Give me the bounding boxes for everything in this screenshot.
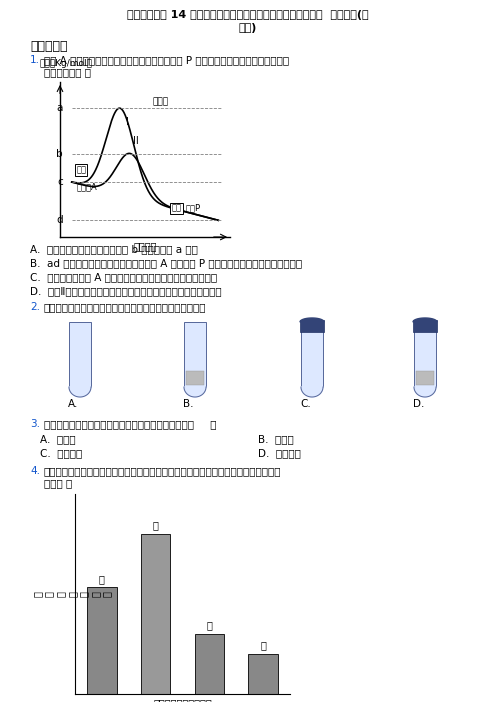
- Polygon shape: [301, 387, 323, 397]
- Bar: [300, 320, 324, 332]
- Text: D.: D.: [413, 399, 425, 409]
- Text: 纸层析法可分离光合色素，以下分离装置示意图中正确的是: 纸层析法可分离光合色素，以下分离装置示意图中正确的是: [44, 302, 206, 312]
- Text: d: d: [57, 216, 63, 225]
- Bar: [413, 320, 437, 332]
- Text: A.: A.: [68, 399, 78, 409]
- Bar: [301, 322, 323, 387]
- Text: 下图表示新鲜菠菜叶中四种色素的相对含量及在滤纸条上的分离情况，下列说法不正确: 下图表示新鲜菠菜叶中四种色素的相对含量及在滤纸条上的分离情况，下列说法不正确: [44, 466, 282, 476]
- Text: B.: B.: [183, 399, 193, 409]
- Text: C.: C.: [300, 399, 311, 409]
- Bar: [87, 588, 117, 694]
- Text: 物质 A 在无催化条件和有酶催化条件下生成物质 P 所需的能量变化如图，下列相关叙: 物质 A 在无催化条件和有酶催化条件下生成物质 P 所需的能量变化如图，下列相关…: [44, 55, 289, 65]
- Text: B.  自变量: B. 自变量: [258, 434, 294, 444]
- Text: II: II: [133, 136, 139, 146]
- Text: A.  加热加压使底物分子更容易从 b 状态转变为 a 状态: A. 加热加压使底物分子更容易从 b 状态转变为 a 状态: [30, 244, 198, 254]
- Text: C.  无关变量: C. 无关变量: [40, 448, 82, 458]
- Text: 2.: 2.: [30, 302, 40, 312]
- Text: 丁: 丁: [260, 641, 266, 651]
- Text: 反应物A: 反应物A: [76, 183, 97, 192]
- Text: 在实验中需要控制各种变量，其中人为改变的变量是（     ）: 在实验中需要控制各种变量，其中人为改变的变量是（ ）: [44, 419, 216, 429]
- Text: 答案): 答案): [239, 23, 257, 33]
- Text: I: I: [126, 117, 129, 127]
- Text: 丙: 丙: [206, 621, 212, 630]
- Bar: [416, 371, 434, 385]
- Text: 甲: 甲: [99, 574, 105, 584]
- Text: 初态: 初态: [76, 166, 86, 175]
- Text: b: b: [57, 149, 63, 159]
- Text: 终态: 终态: [172, 204, 182, 213]
- Text: 1.: 1.: [30, 55, 40, 65]
- Text: 乙: 乙: [153, 521, 159, 531]
- Bar: [186, 371, 204, 385]
- Text: 产物P: 产物P: [186, 204, 201, 213]
- Text: B.  ad 段表示在有酶催化剂条件下，物质 A 生成物质 P 化学反应顺利进行所提供的活化能: B. ad 段表示在有酶催化剂条件下，物质 A 生成物质 P 化学反应顺利进行所…: [30, 258, 302, 268]
- Polygon shape: [300, 318, 324, 322]
- Bar: [194, 634, 224, 694]
- Bar: [414, 322, 436, 387]
- Bar: [141, 534, 171, 694]
- Polygon shape: [413, 318, 437, 322]
- Polygon shape: [69, 387, 91, 397]
- Y-axis label: 色
素
的
相
对
含
量: 色 素 的 相 对 含 量: [32, 591, 112, 597]
- Text: C.  若仅增加反应物 A 的量，则图中曲线的原有形状不发生改变: C. 若仅增加反应物 A 的量，则图中曲线的原有形状不发生改变: [30, 272, 217, 282]
- Text: 江苏省常州市 14 校联盟高一上学期生物细胞的能量供应和利用  单元试卷(含: 江苏省常州市 14 校联盟高一上学期生物细胞的能量供应和利用 单元试卷(含: [127, 10, 369, 20]
- Text: 4.: 4.: [30, 466, 40, 476]
- Text: 能量（Kg/mol）: 能量（Kg/mol）: [40, 59, 93, 68]
- Text: D.  控制变量: D. 控制变量: [258, 448, 301, 458]
- Bar: [248, 654, 278, 694]
- Text: a: a: [57, 103, 63, 113]
- X-axis label: 反应过程: 反应过程: [133, 241, 157, 251]
- Text: 一、选择题: 一、选择题: [30, 40, 67, 53]
- Text: D.  曲线Ⅱ可表示最适酶促条件下的曲线，该反应只能在细胞内进行: D. 曲线Ⅱ可表示最适酶促条件下的曲线，该反应只能在细胞内进行: [30, 286, 222, 296]
- Text: 3.: 3.: [30, 419, 40, 429]
- Polygon shape: [184, 387, 206, 397]
- Text: A.  因变量: A. 因变量: [40, 434, 75, 444]
- X-axis label: 与滤液细线的相对距离: 与滤液细线的相对距离: [153, 698, 212, 702]
- Text: c: c: [57, 177, 63, 187]
- Text: 活化态: 活化态: [152, 98, 169, 107]
- Text: 的是（ ）: 的是（ ）: [44, 478, 72, 488]
- Bar: [184, 322, 206, 387]
- Polygon shape: [414, 387, 436, 397]
- Bar: [69, 322, 91, 387]
- Text: 述正确的是（ ）: 述正确的是（ ）: [44, 67, 91, 77]
